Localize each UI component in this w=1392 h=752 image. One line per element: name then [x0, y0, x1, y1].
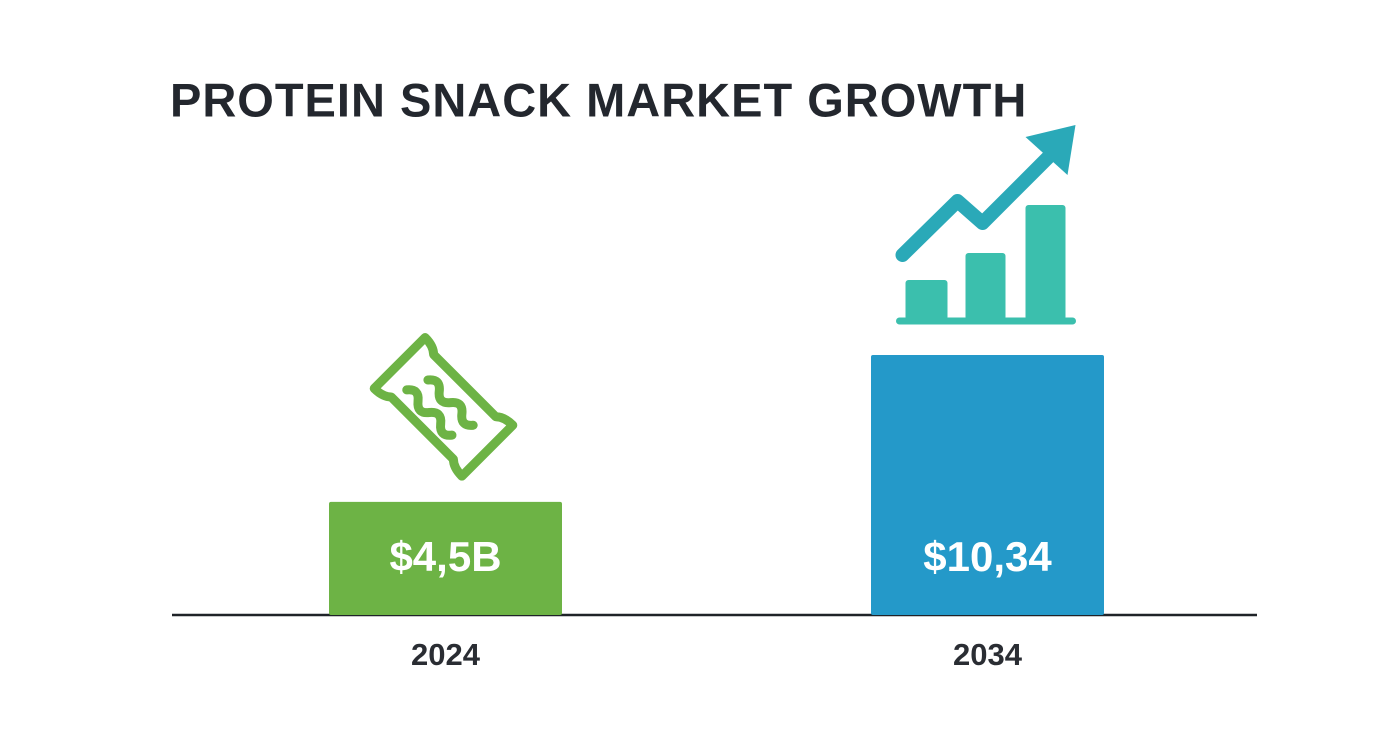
- chart-title: PROTEIN SNACK MARKET GROWTH: [170, 73, 1027, 126]
- x-tick-label: 2034: [953, 637, 1023, 672]
- growth-icon: [895, 125, 1076, 325]
- value-label: $4,5B: [389, 533, 501, 580]
- value-label: $10,34: [923, 533, 1052, 580]
- bar: [871, 355, 1104, 615]
- bar: [329, 501, 562, 615]
- x-tick-label: 2024: [411, 637, 481, 672]
- snack-bar-icon: [369, 333, 518, 481]
